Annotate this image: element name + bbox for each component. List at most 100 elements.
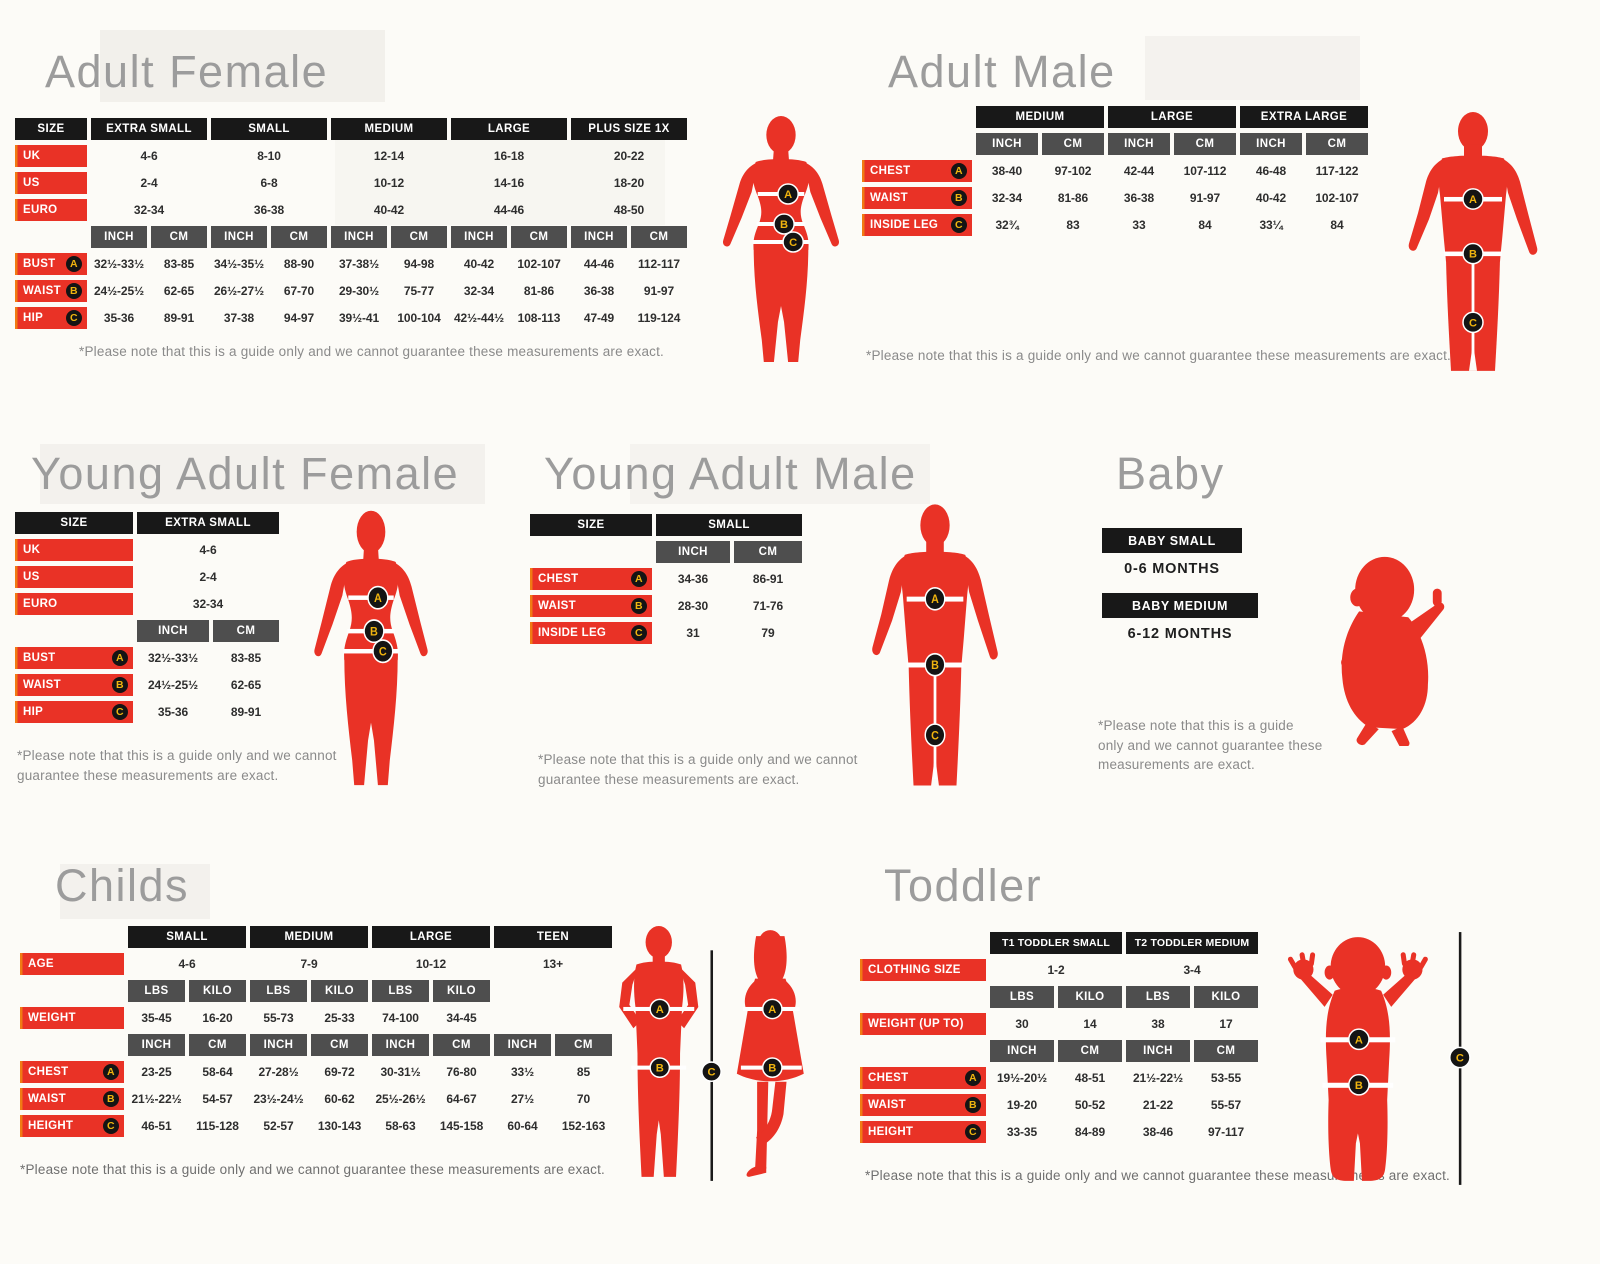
figure-badge-b xyxy=(924,652,946,677)
figure-badge-a xyxy=(367,585,389,610)
girl-silhouette xyxy=(736,930,804,1177)
value-cell: 81-86 xyxy=(523,284,555,298)
figure-badge-letter: B xyxy=(1469,249,1477,261)
disclaimer-note: *Please note that this is a guide only a… xyxy=(17,748,337,783)
unit-header: KILO xyxy=(189,980,246,1002)
value-cell: 40-42 xyxy=(1255,191,1287,205)
scan-ghost xyxy=(100,30,385,102)
col-header: EXTRA SMALL xyxy=(137,512,279,534)
row-label-age: AGE xyxy=(20,953,124,975)
spacer xyxy=(860,932,986,954)
row-label-waist: WAIST B xyxy=(15,280,87,302)
row-label-text: WAIST xyxy=(870,192,908,204)
value-cell: 2-4 xyxy=(140,176,158,190)
badge-a: A xyxy=(66,256,82,272)
figure-badge-c xyxy=(924,723,946,747)
unit-header: CM xyxy=(511,226,567,248)
silhouette xyxy=(314,510,428,786)
badge-a: A xyxy=(112,650,128,666)
col-header: T2 TODDLER MEDIUM xyxy=(1126,932,1258,954)
value-cell: 62-65 xyxy=(230,678,262,692)
section-title: Childs xyxy=(55,860,190,911)
value-cell: 89-91 xyxy=(230,705,262,719)
row-label-chest: CHEST A xyxy=(20,1061,124,1083)
unit-header: INCH xyxy=(1240,133,1302,155)
unit-header: LBS xyxy=(372,980,429,1002)
row-label-waist: WAIST B xyxy=(862,187,972,209)
row-label-text: CHEST xyxy=(538,573,579,585)
badge-c: C xyxy=(112,704,128,720)
value-cell: 97-117 xyxy=(1207,1125,1245,1139)
value-cell: 12-14 xyxy=(373,149,405,163)
disclaimer-note: *Please note that this is a guide only a… xyxy=(866,348,1452,363)
col-header: LARGE xyxy=(372,926,490,948)
col-header: MEDIUM xyxy=(250,926,368,948)
value-cell: 88-90 xyxy=(283,257,315,271)
figure-badge-a xyxy=(649,998,671,1020)
value-cell: 29-30½ xyxy=(338,284,380,298)
scan-ghost xyxy=(1145,36,1360,100)
row-label-text: CHEST xyxy=(868,1072,909,1084)
row-label-text: HEIGHT xyxy=(868,1126,914,1138)
value-cell: 33 xyxy=(1132,218,1146,232)
figure-badge-a xyxy=(761,998,783,1020)
figure-badge-b xyxy=(1348,1073,1370,1096)
col-header: SMALL xyxy=(128,926,246,948)
unit-header: INCH xyxy=(331,226,387,248)
value-cell: 21-22 xyxy=(1142,1098,1174,1112)
value-cell: 37-38 xyxy=(223,311,255,325)
section-baby: Baby BABY SMALL 0-6 MONTHS BABY MEDIUM 6… xyxy=(1080,440,1600,815)
figure-badge-letter: C xyxy=(379,646,387,659)
value-cell: 32½-33½ xyxy=(147,651,198,665)
young-adult-female-table: SIZE EXTRA SMALL UK 4-6 US 2-4 EURO 32-3… xyxy=(15,512,279,723)
section-adult-female: Adult Female SIZE EXTRA SMALL SMALL MEDI… xyxy=(15,40,875,385)
value-cell: 6-8 xyxy=(260,176,278,190)
badge-b: B xyxy=(631,598,647,614)
size-header: SIZE xyxy=(15,512,133,534)
row-label-bust: BUST A xyxy=(15,253,87,275)
boy-silhouette xyxy=(619,926,699,1177)
figure-badge-c xyxy=(372,639,394,664)
figure-badge-letter: B xyxy=(1355,1080,1363,1092)
value-cell: 145-158 xyxy=(439,1119,484,1133)
col-header: T1 TODDLER SMALL xyxy=(990,932,1122,954)
silhouette xyxy=(1287,937,1428,1181)
value-cell: 4-6 xyxy=(199,543,217,557)
col-header: MEDIUM xyxy=(976,106,1104,128)
spacer xyxy=(860,986,986,1008)
value-cell: 10-12 xyxy=(415,957,447,971)
row-label-hip: HIP C xyxy=(15,701,133,723)
value-cell: 35-36 xyxy=(103,311,135,325)
baby-medium-range: 6-12 MONTHS xyxy=(1127,626,1233,642)
figure-badge-a xyxy=(777,183,799,205)
value-cell: 38-46 xyxy=(1142,1125,1174,1139)
value-cell: 36-38 xyxy=(253,203,285,217)
value-cell: 1-2 xyxy=(1047,963,1065,977)
value-cell: 91-97 xyxy=(643,284,675,298)
unit-header: CM xyxy=(213,620,279,642)
disclaimer-note: *Please note that this is a guide only a… xyxy=(1098,718,1323,773)
value-cell: 130-143 xyxy=(317,1119,362,1133)
row-label-hip: HIP C xyxy=(15,307,87,329)
value-cell: 10-12 xyxy=(373,176,405,190)
spacer xyxy=(15,620,133,642)
row-label-euro: EURO xyxy=(15,199,87,221)
figure-badge-a xyxy=(1462,188,1484,210)
unit-header: CM xyxy=(1174,133,1236,155)
value-cell: 94-97 xyxy=(283,311,315,325)
row-label-text: INSIDE LEG xyxy=(538,627,607,639)
value-cell: 60-62 xyxy=(324,1092,355,1106)
value-cell: 14 xyxy=(1083,1017,1097,1031)
figure-badge-letter: A xyxy=(768,1004,776,1016)
unit-header: CM xyxy=(1194,1040,1258,1062)
section-title: Baby xyxy=(1116,448,1225,499)
row-label-text: CHEST xyxy=(28,1066,69,1078)
spacer xyxy=(20,926,124,948)
row-label-waist: WAIST B xyxy=(530,595,652,617)
col-header: TEEN xyxy=(494,926,612,948)
section-title: Adult Male xyxy=(888,46,1116,97)
section-title: Young Adult Female xyxy=(31,448,460,499)
value-cell: 84-89 xyxy=(1074,1125,1106,1139)
spacer xyxy=(494,1007,612,1029)
value-cell: 27½ xyxy=(510,1092,535,1106)
